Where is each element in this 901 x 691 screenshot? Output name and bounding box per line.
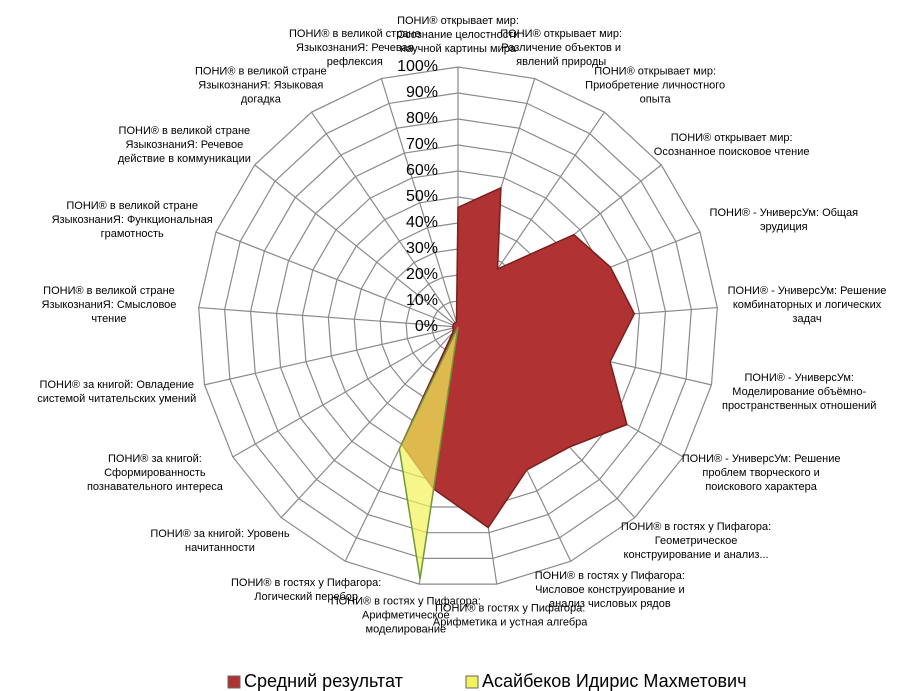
category-label: ПОНИ® в великой стране [289, 28, 421, 40]
tick-label: 0% [415, 318, 438, 335]
category-label: научной картины мира [400, 43, 517, 55]
category-label: ПОНИ® за книгой: [108, 453, 202, 465]
tick-label: 50% [406, 188, 438, 205]
category-label: догадка [241, 94, 282, 106]
series-area [400, 186, 636, 529]
category-label: ПОНИ® за книгой: Уровень [150, 528, 290, 540]
spoke [380, 78, 459, 328]
category-label: ПОНИ® в гостях у Пифагора: [535, 570, 685, 582]
category-label: ПОНИ® открывает мир: [594, 66, 716, 78]
tick-label: 90% [406, 84, 438, 101]
tick-label: 10% [406, 292, 438, 309]
spoke [311, 111, 459, 328]
category-label: Числовое конструирование и [535, 584, 685, 596]
category-label: проблем творческого и [702, 467, 819, 479]
legend-label: Асайбеков Идирис Махметович [482, 671, 746, 691]
tick-label: 40% [406, 214, 438, 231]
spoke [198, 306, 459, 328]
tick-label: 80% [406, 110, 438, 127]
category-label: познавательного интереса [87, 481, 224, 493]
category-label: ПОНИ® в великой стране [195, 66, 327, 78]
category-label: поискового характера [705, 481, 817, 493]
tick-label: 100% [397, 58, 438, 75]
category-label: Геометрическое [655, 535, 738, 547]
category-label: ПОНИ® за книгой: Овладение [40, 379, 194, 391]
category-label: рефлексия [327, 56, 383, 68]
category-label: ПОНИ® открывает мир: [500, 28, 622, 40]
tick-label: 20% [406, 266, 438, 283]
category-label: Арифметическое [362, 610, 450, 622]
category-label: ЯзыкознаниЯ: Смысловое [42, 299, 177, 311]
category-label: начитанности [185, 542, 255, 554]
category-label: комбинаторных и логических [733, 299, 882, 311]
tick-label: 30% [406, 240, 438, 257]
category-label: конструирование и анализ... [624, 549, 769, 561]
category-label: ПОНИ® в гостях у Пифагора: [435, 603, 585, 615]
category-label: опыта [640, 94, 672, 106]
spoke [254, 164, 459, 328]
category-label: действие в коммуникации [118, 153, 251, 165]
category-label: Осознанное поисковое чтение [654, 146, 810, 158]
category-label: ПОНИ® в великой стране [43, 285, 175, 297]
category-label: Арифметика и устная алгебра [433, 617, 588, 629]
tick-label: 60% [406, 162, 438, 179]
category-label: ЯзыкознаниЯ: Речевое [125, 139, 243, 151]
category-label: Логический перебор [254, 591, 358, 603]
category-label: явлений природы [516, 56, 606, 68]
category-label: Сформированность [104, 467, 206, 479]
category-label: системой читательских умений [37, 393, 196, 405]
grid-ring [198, 66, 718, 585]
legend-swatch [227, 675, 241, 689]
category-label: Различение объектов и [501, 42, 621, 54]
grid-ring [224, 92, 692, 559]
category-label: ПОНИ® - УниверсУм: [744, 372, 853, 384]
category-label: ПОНИ® - УниверсУм: Общая [710, 207, 859, 219]
category-label: Приобретение личностного [585, 80, 725, 92]
spoke [280, 326, 459, 519]
category-label: ПОНИ® открывает мир: [671, 132, 793, 144]
spoke [204, 326, 459, 386]
category-label: ЯзыкознаниЯ: Функциональная [52, 214, 213, 226]
legend-label: Средний результат [244, 671, 403, 691]
category-label: ПОНИ® - УниверсУм: Решение [728, 285, 887, 297]
category-label: моделирование [366, 624, 447, 636]
category-label: анализ числовых рядов [549, 598, 671, 610]
legend-swatch [465, 675, 479, 689]
category-label: задач [792, 313, 821, 325]
category-label: ЯзыкознаниЯ: Речевая [296, 42, 414, 54]
category-label: грамотность [101, 228, 164, 240]
category-label: ПОНИ® в гостях у Пифагора: [331, 596, 481, 608]
grid-ring [249, 118, 667, 534]
category-label: ПОНИ® в гостях у Пифагора: [231, 577, 381, 589]
category-label: ЯзыкознаниЯ: Языковая [198, 80, 323, 92]
category-label: ПОНИ® в гостях у Пифагора: [621, 521, 771, 533]
category-label: ПОНИ® - УниверсУм: Решение [682, 453, 841, 465]
category-label: эрудиция [760, 221, 808, 233]
category-label: пространственных отношений [722, 400, 876, 412]
spoke [232, 326, 459, 458]
category-label: ПОНИ® в великой стране [119, 125, 251, 137]
category-label: Осознание целостности [397, 29, 520, 41]
category-label: ПОНИ® открывает мир: [397, 15, 519, 27]
tick-label: 70% [406, 136, 438, 153]
category-label: Моделирование объёмно- [732, 386, 866, 398]
series-area [398, 326, 459, 580]
category-label: ПОНИ® в великой стране [66, 200, 198, 212]
spoke [215, 231, 459, 328]
category-label: чтение [91, 313, 126, 325]
